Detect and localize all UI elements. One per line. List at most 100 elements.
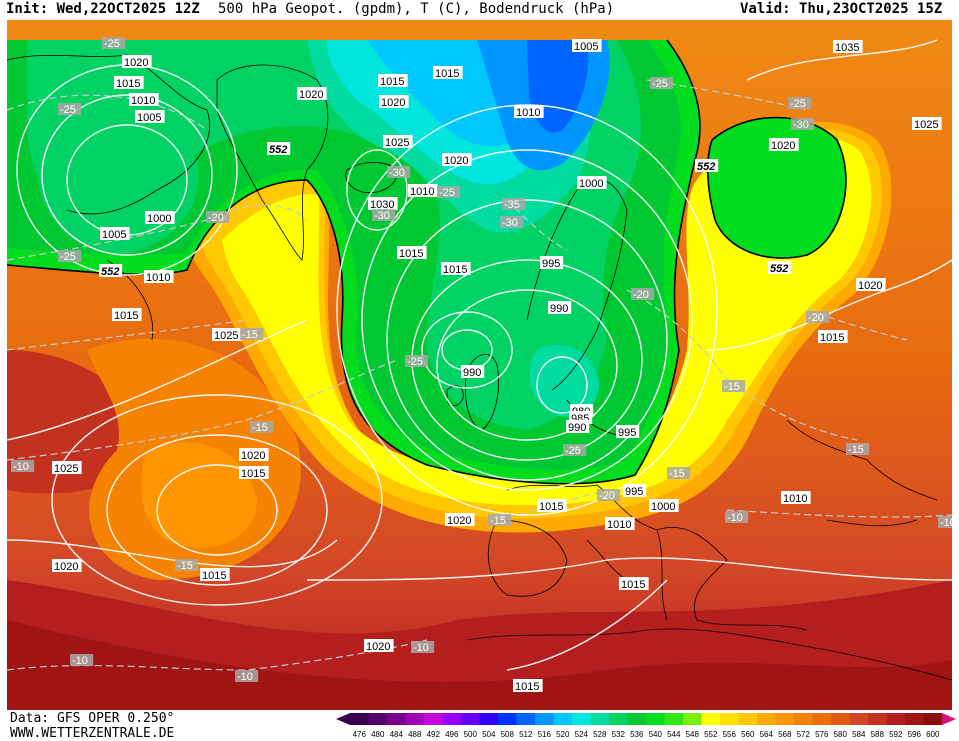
pressure-value: 1015 <box>114 310 138 322</box>
legend-swatch <box>664 713 684 725</box>
pressure-value: 1020 <box>54 561 78 573</box>
legend-value: 564 <box>760 730 774 739</box>
temperature-value: -15 <box>724 381 740 393</box>
pressure-value: 1000 <box>579 178 603 190</box>
legend-swatch <box>701 713 721 725</box>
legend-swatch <box>683 713 702 725</box>
temperature-label: -15 <box>240 328 264 341</box>
pressure-value: 1020 <box>771 140 795 152</box>
temperature-label: -15 <box>488 514 512 527</box>
pressure-label: 1005 <box>135 110 165 124</box>
pressure-label: 1020 <box>239 448 269 462</box>
pressure-label: 995 <box>540 256 564 270</box>
pressure-label: 995 <box>623 484 647 498</box>
pressure-label: 1010 <box>144 270 174 284</box>
temperature-label: -25 <box>563 444 587 457</box>
pressure-value: 1015 <box>621 579 645 591</box>
pressure-value: 1015 <box>515 681 539 693</box>
pressure-value: 1015 <box>539 501 563 513</box>
legend-swatch <box>646 713 665 725</box>
legend-swatch <box>387 713 406 725</box>
pressure-value: 1015 <box>241 468 265 480</box>
temperature-label: -15 <box>250 421 274 434</box>
geopot-labels: 552 552 552 552 <box>99 142 792 278</box>
pressure-value: 1010 <box>146 272 170 284</box>
pressure-label: 1005 <box>100 227 130 241</box>
temperature-value: -10 <box>13 461 29 473</box>
pressure-value: 1005 <box>102 229 126 241</box>
temperature-label: -25 <box>788 97 812 110</box>
temperature-label: -10 <box>11 460 35 473</box>
legend-swatch <box>886 713 906 725</box>
temperature-label: -15 <box>846 443 870 456</box>
pressure-label: 1000 <box>649 499 679 513</box>
pressure-value: 1015 <box>443 264 467 276</box>
pressure-value: 1020 <box>444 155 468 167</box>
legend-value: 496 <box>445 730 459 739</box>
pressure-value: 1010 <box>410 186 434 198</box>
legend-value: 540 <box>649 730 663 739</box>
legend-swatch <box>720 713 739 725</box>
valid-time: Valid: Thu,23OCT2025 15Z <box>740 1 943 17</box>
legend-value: 488 <box>408 730 422 739</box>
pressure-label: 1010 <box>129 93 159 107</box>
legend-value: 532 <box>612 730 626 739</box>
temperature-value: -10 <box>940 517 952 529</box>
website-link[interactable]: WWW.WETTERZENTRALE.DE <box>10 726 175 741</box>
pressure-value: 1020 <box>381 97 405 109</box>
pressure-value: 995 <box>625 486 643 498</box>
temperature-value: -25 <box>407 356 423 368</box>
geopot-label: 552 <box>768 261 792 275</box>
pressure-label: 1020 <box>856 278 886 292</box>
temperature-label: -25 <box>58 250 82 263</box>
pressure-value: 990 <box>550 303 568 315</box>
temperature-value: -35 <box>504 199 520 211</box>
legend-value: 584 <box>852 730 866 739</box>
pressure-label: 1020 <box>364 639 394 653</box>
pressure-label: 1000 <box>577 176 607 190</box>
temperature-value: -20 <box>208 212 224 224</box>
legend-value: 596 <box>908 730 922 739</box>
pressure-value: 1030 <box>370 199 394 211</box>
pressure-label: 1015 <box>397 246 427 260</box>
pressure-label: 1015 <box>114 76 144 90</box>
temperature-label: -30 <box>500 216 524 229</box>
pressure-value: 1015 <box>435 68 459 80</box>
legend-swatch <box>461 713 480 725</box>
legend-swatch <box>849 713 869 725</box>
legend-swatch <box>609 713 628 725</box>
pressure-value: 1000 <box>651 501 675 513</box>
legend-value: 476 <box>353 730 367 739</box>
pressure-label: 1025 <box>212 328 242 342</box>
pressure-label: 990 <box>566 420 590 434</box>
geopot-value: 552 <box>101 266 119 278</box>
footer: Data: GFS OPER 0.250° WWW.WETTERZENTRALE… <box>10 711 174 741</box>
temperature-value: -20 <box>633 289 649 301</box>
legend-value: 560 <box>741 730 755 739</box>
legend-swatch <box>553 713 573 725</box>
temperature-value: -15 <box>848 444 864 456</box>
header: Init: Wed,22OCT2025 12Z 500 hPa Geopot. … <box>0 0 959 20</box>
map-title: 500 hPa Geopot. (gpdm), T (C), Bodendruc… <box>218 1 615 17</box>
temperature-label: -10 <box>70 654 94 667</box>
legend-swatch <box>442 713 462 725</box>
legend-value: 508 <box>501 730 515 739</box>
geopot-label: 552 <box>99 264 123 278</box>
legend-swatch <box>923 713 943 725</box>
temperature-value: -25 <box>439 187 455 199</box>
legend-swatch <box>350 713 369 725</box>
temperature-label: -30 <box>791 118 815 131</box>
legend-value: 572 <box>797 730 811 739</box>
pressure-label: 1015 <box>239 466 269 480</box>
temperature-label: -25 <box>58 103 82 116</box>
legend-value: 568 <box>778 730 792 739</box>
pressure-value: 990 <box>463 367 481 379</box>
pressure-label: 1035 <box>833 40 863 54</box>
legend-swatch <box>738 713 758 725</box>
temperature-label: -15 <box>175 559 199 572</box>
pressure-value: 1025 <box>214 330 238 342</box>
temperature-value: -30 <box>502 217 518 229</box>
pressure-value: 1020 <box>299 89 323 101</box>
temperature-value: -30 <box>374 210 390 222</box>
pressure-value: 1020 <box>858 280 882 292</box>
